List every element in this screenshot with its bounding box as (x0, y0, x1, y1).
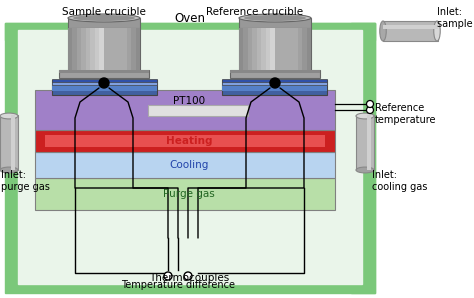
Bar (52, 80, 157, 95)
Bar (52, 80, 157, 85)
Bar (239, 18, 311, 28)
Bar (248, 28, 302, 70)
Bar (266, 28, 275, 70)
Bar (239, 28, 311, 70)
Bar (45, 135, 325, 147)
Text: Inlet:
cooling gas: Inlet: cooling gas (372, 170, 428, 192)
Ellipse shape (0, 113, 18, 119)
Bar (222, 80, 327, 95)
Bar (81, 28, 127, 70)
Bar (52, 83, 157, 91)
Text: Cooling: Cooling (169, 160, 209, 170)
Bar (351, 23, 375, 293)
Circle shape (164, 272, 172, 280)
Circle shape (270, 78, 280, 88)
Text: Temperature difference: Temperature difference (121, 280, 235, 290)
Bar (148, 105, 248, 116)
Bar (0, 115, 18, 170)
Ellipse shape (73, 15, 135, 21)
Bar (52, 79, 157, 82)
Ellipse shape (356, 167, 374, 173)
Circle shape (99, 78, 109, 88)
Bar (222, 79, 327, 82)
Bar (5, 23, 375, 40)
Bar (35, 90, 335, 130)
Ellipse shape (0, 167, 18, 173)
Ellipse shape (434, 21, 440, 41)
Bar (77, 28, 131, 70)
Ellipse shape (239, 14, 311, 22)
Bar (35, 152, 335, 178)
Circle shape (184, 272, 192, 280)
Bar (270, 28, 275, 70)
Text: Reference
temperature: Reference temperature (375, 103, 437, 125)
Ellipse shape (380, 21, 386, 41)
Bar (35, 178, 335, 210)
Text: Sample crucible: Sample crucible (62, 7, 146, 17)
Bar (230, 70, 320, 73)
Ellipse shape (244, 15, 306, 21)
Bar (95, 28, 104, 70)
Text: Inlet:
purge gas: Inlet: purge gas (1, 170, 50, 192)
Bar (261, 28, 275, 70)
Bar (72, 28, 136, 70)
Text: Oven: Oven (174, 12, 206, 25)
Bar (68, 28, 140, 70)
Bar (11, 115, 15, 170)
Text: Heating: Heating (166, 136, 212, 146)
Text: PT100: PT100 (173, 96, 205, 106)
Bar (86, 28, 104, 70)
Bar (99, 28, 104, 70)
Bar (367, 115, 371, 170)
Bar (68, 28, 140, 70)
Bar (5, 23, 375, 293)
Circle shape (366, 100, 374, 108)
Bar (18, 30, 362, 284)
Ellipse shape (356, 113, 374, 119)
Text: Thermocouples: Thermocouples (149, 273, 229, 283)
Circle shape (366, 106, 374, 114)
Bar (68, 18, 140, 28)
Bar (222, 80, 327, 85)
Bar (383, 25, 438, 29)
Bar (35, 130, 335, 152)
Bar (90, 28, 104, 70)
Bar (356, 115, 374, 170)
Bar (230, 70, 320, 78)
Bar (59, 70, 149, 78)
Bar (243, 28, 307, 70)
Bar (59, 70, 149, 73)
Text: Purge gas: Purge gas (163, 189, 215, 199)
Bar (239, 28, 311, 70)
Bar (257, 28, 275, 70)
Bar (383, 21, 438, 41)
Ellipse shape (68, 14, 140, 22)
Text: Reference crucible: Reference crucible (207, 7, 303, 17)
Bar (252, 28, 298, 70)
Text: Inlet:
sample gas: Inlet: sample gas (437, 7, 474, 29)
Bar (222, 83, 327, 91)
